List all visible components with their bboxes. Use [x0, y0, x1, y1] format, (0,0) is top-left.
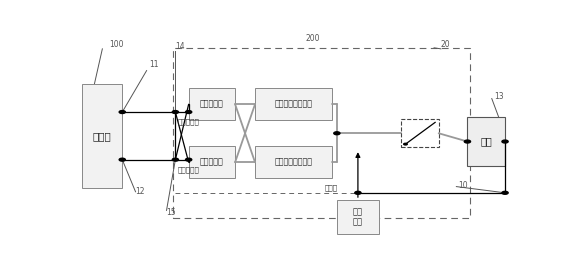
- Bar: [173, 48, 470, 218]
- Text: 控制端: 控制端: [325, 185, 338, 191]
- Text: 15: 15: [167, 208, 176, 217]
- Text: 13: 13: [494, 91, 504, 101]
- Text: 电压加法器: 电压加法器: [200, 100, 224, 109]
- Circle shape: [119, 158, 126, 161]
- Bar: [188, 146, 235, 178]
- Text: 负电压输出: 负电压输出: [178, 166, 199, 173]
- Text: 12: 12: [135, 187, 145, 196]
- Text: 10: 10: [459, 180, 468, 190]
- Text: 200: 200: [306, 34, 320, 43]
- Circle shape: [404, 143, 407, 145]
- Text: 100: 100: [109, 40, 123, 49]
- Text: 第一电压输出模块: 第一电压输出模块: [275, 158, 313, 167]
- Text: 第二电压输出模块: 第二电压输出模块: [275, 100, 313, 109]
- Circle shape: [186, 158, 192, 161]
- Circle shape: [119, 111, 126, 114]
- Circle shape: [172, 111, 179, 114]
- Bar: [188, 88, 235, 120]
- Text: 14: 14: [175, 42, 185, 51]
- Text: 20: 20: [441, 40, 451, 49]
- Bar: [401, 119, 439, 147]
- Bar: [468, 117, 505, 166]
- Circle shape: [464, 140, 471, 143]
- Text: 电池: 电池: [480, 137, 492, 147]
- Text: 11: 11: [149, 61, 158, 69]
- Text: 正电压输出: 正电压输出: [178, 118, 199, 125]
- Text: 主控
制器: 主控 制器: [353, 207, 363, 227]
- Bar: [82, 84, 122, 188]
- Circle shape: [186, 111, 192, 114]
- Circle shape: [502, 191, 508, 194]
- Circle shape: [355, 191, 361, 194]
- Circle shape: [172, 158, 179, 161]
- Bar: [337, 200, 379, 234]
- Bar: [255, 146, 332, 178]
- Circle shape: [502, 140, 508, 143]
- Circle shape: [334, 132, 340, 135]
- Bar: [255, 88, 332, 120]
- Text: 电压减法器: 电压减法器: [200, 158, 224, 167]
- Text: 显示屏: 显示屏: [93, 131, 112, 141]
